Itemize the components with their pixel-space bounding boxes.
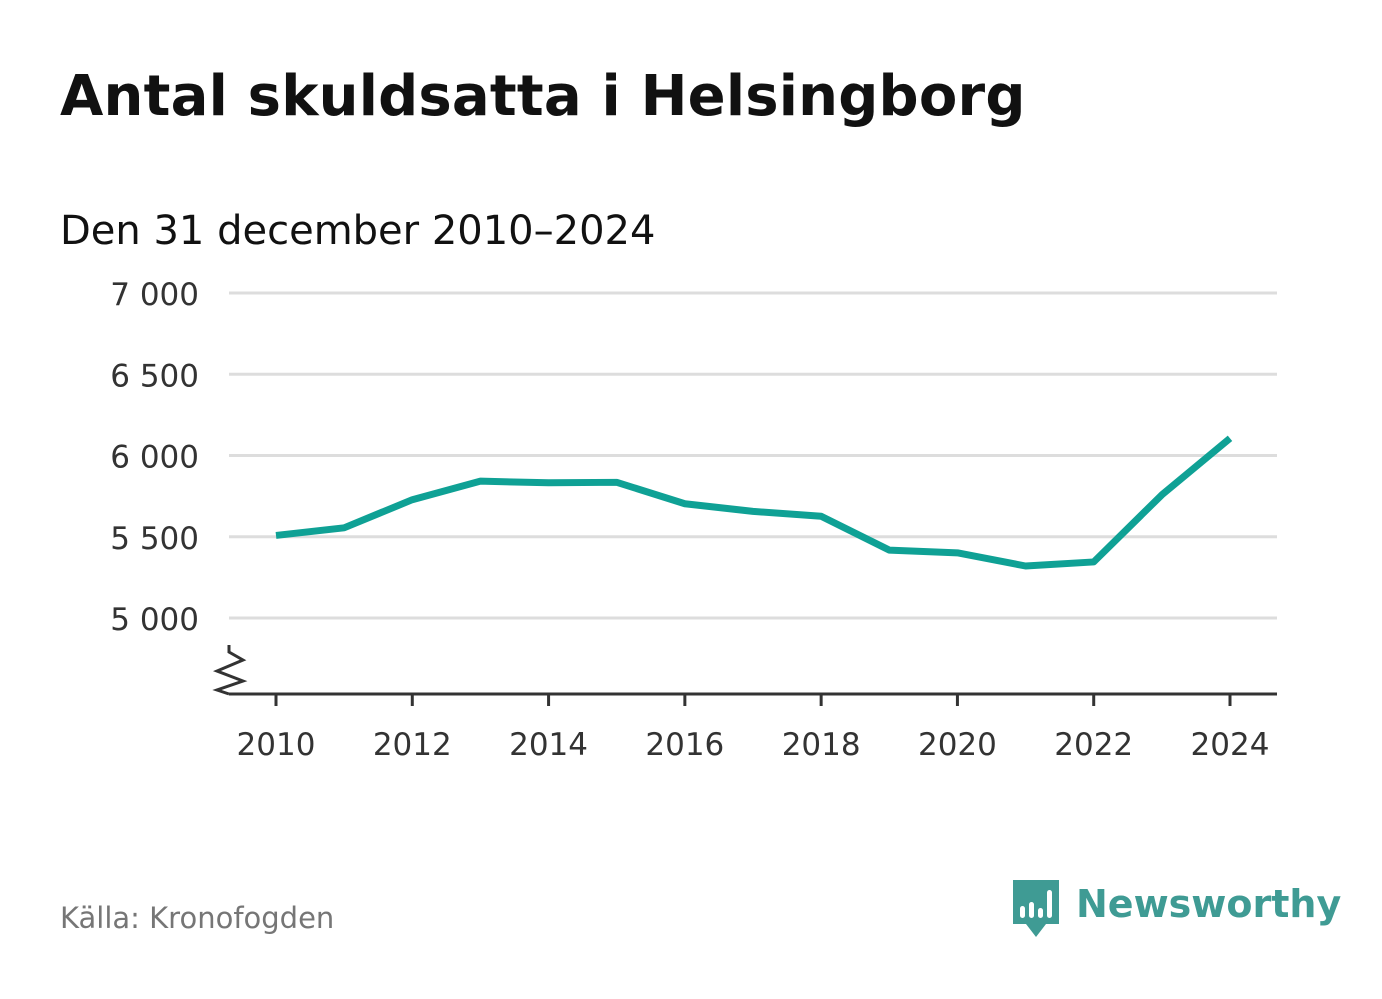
y-tick-label: 6 500 <box>110 358 199 394</box>
y-tick-label: 5 000 <box>110 602 199 638</box>
x-axis-tick-labels: 2010 2012 2014 2016 2018 2020 2022 2024 <box>237 727 1270 763</box>
x-tick-label: 2018 <box>782 727 861 763</box>
source-note: Källa: Kronofogden <box>60 901 335 935</box>
chart-subtitle: Den 31 december 2010–2024 <box>60 208 656 254</box>
x-axis <box>212 645 1277 706</box>
series-line <box>275 435 1233 570</box>
series-layer <box>275 435 1233 570</box>
x-tick-label: 2012 <box>373 727 452 763</box>
x-tick-label: 2010 <box>237 727 316 763</box>
gridlines <box>229 291 1277 620</box>
chart-title: Antal skuldsatta i Helsingborg <box>60 64 1026 129</box>
x-tick-label: 2024 <box>1191 727 1270 763</box>
y-tick-label: 6 000 <box>110 440 199 476</box>
newsworthy-brand: Newsworthy <box>1010 878 1341 942</box>
y-axis-tick-labels: 5 000 5 500 6 000 6 500 7 000 <box>110 277 199 638</box>
x-tick-label: 2016 <box>645 727 724 763</box>
x-tick-label: 2022 <box>1054 727 1133 763</box>
y-tick-label: 5 500 <box>110 521 199 557</box>
brand-name: Newsworthy <box>1076 882 1342 926</box>
newsworthy-bar-chart-bubble-icon <box>1013 880 1059 937</box>
x-tick-label: 2020 <box>918 727 997 763</box>
y-axis-break-mark <box>212 645 248 696</box>
y-tick-label: 7 000 <box>110 277 199 313</box>
x-tick-label: 2014 <box>509 727 588 763</box>
